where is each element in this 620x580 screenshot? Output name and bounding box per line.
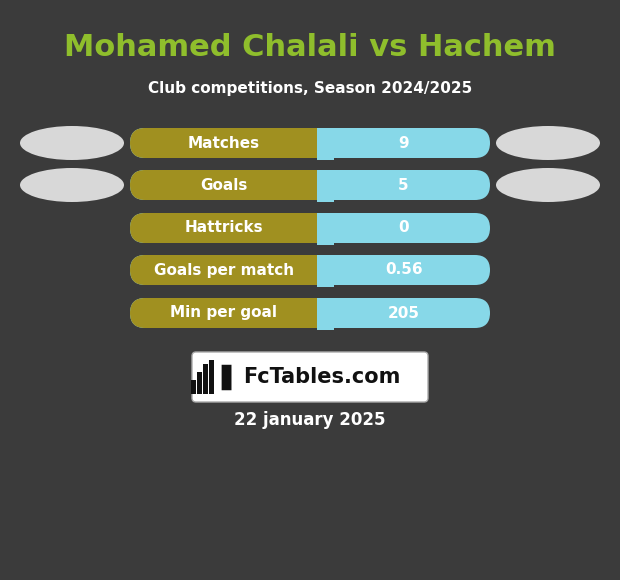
FancyBboxPatch shape [130,298,490,328]
FancyBboxPatch shape [130,255,490,285]
Text: Goals: Goals [200,177,247,193]
Text: Mohamed Chalali vs Hachem: Mohamed Chalali vs Hachem [64,32,556,61]
Text: Goals per match: Goals per match [154,263,294,277]
Ellipse shape [496,168,600,202]
FancyBboxPatch shape [130,213,332,243]
Text: Hattricks: Hattricks [184,220,263,235]
Bar [191,380,196,394]
Text: Min per goal: Min per goal [170,306,277,321]
Text: 9: 9 [398,136,409,150]
FancyBboxPatch shape [130,128,490,158]
FancyBboxPatch shape [130,170,490,200]
Bar [317,213,334,245]
FancyBboxPatch shape [192,352,428,402]
Bar [197,372,202,394]
Text: FcTables.com: FcTables.com [243,367,401,387]
Text: Matches: Matches [187,136,260,150]
Bar [209,360,214,394]
Text: 205: 205 [388,306,420,321]
Bar [203,364,208,394]
Bar [317,298,334,330]
Ellipse shape [496,126,600,160]
FancyBboxPatch shape [130,255,332,285]
Text: 22 january 2025: 22 january 2025 [234,411,386,429]
Text: 5: 5 [398,177,409,193]
Text: Club competitions, Season 2024/2025: Club competitions, Season 2024/2025 [148,81,472,96]
Text: ▐: ▐ [211,364,231,390]
Text: 0.56: 0.56 [385,263,422,277]
FancyBboxPatch shape [130,128,332,158]
Bar [317,170,334,202]
Text: 0: 0 [398,220,409,235]
FancyBboxPatch shape [130,213,490,243]
Bar [317,255,334,287]
FancyBboxPatch shape [130,170,332,200]
Ellipse shape [20,126,124,160]
FancyBboxPatch shape [130,298,332,328]
Ellipse shape [20,168,124,202]
Bar [317,128,334,160]
